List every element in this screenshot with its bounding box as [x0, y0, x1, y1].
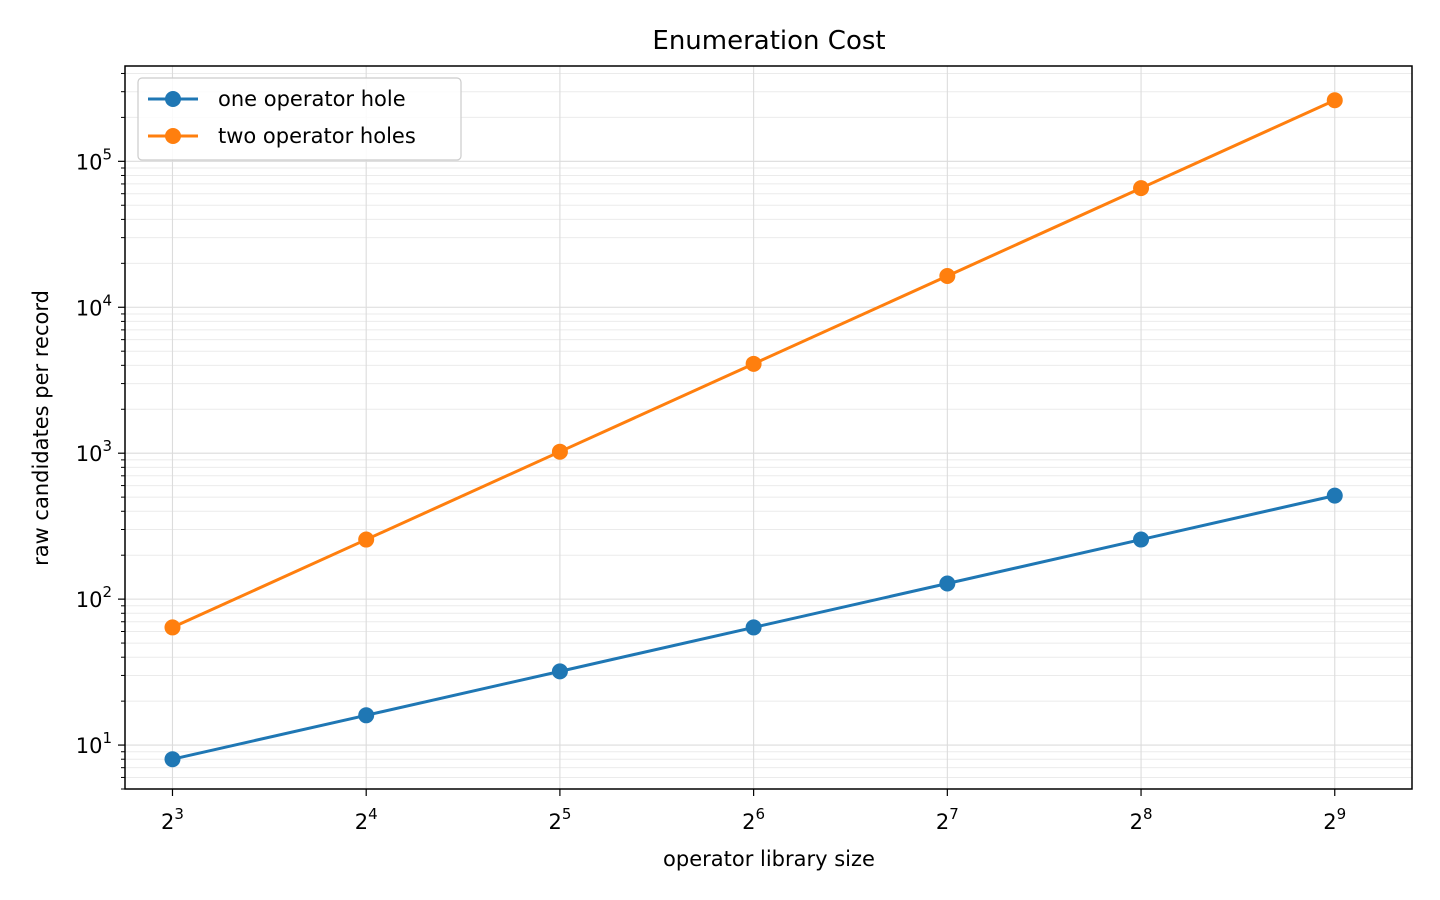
data-point-one-operator-hole: [164, 751, 181, 768]
x-tick-label: 28: [1130, 805, 1153, 834]
y-tick-label: 105: [76, 145, 112, 174]
x-axis-label: operator library size: [663, 847, 875, 871]
legend-box: [137, 77, 462, 161]
y-tick-label: 101: [76, 729, 112, 758]
data-point-one-operator-hole: [1133, 531, 1150, 548]
y-tick-label: 103: [76, 437, 112, 466]
y-tick-label: 104: [76, 291, 112, 320]
data-point-one-operator-hole: [1326, 487, 1343, 504]
legend-label-two-operator-holes: two operator holes: [218, 124, 416, 148]
y-axis: 101 102 103 104 105: [76, 72, 125, 790]
x-tick-label: 29: [1323, 805, 1346, 834]
data-point-two-operator-holes: [551, 443, 568, 460]
legend-marker-two-operator-holes: [165, 128, 181, 144]
data-point-two-operator-holes: [358, 531, 375, 548]
data-point-two-operator-holes: [939, 267, 956, 284]
data-point-one-operator-hole: [551, 663, 568, 680]
grid: [125, 66, 1412, 790]
y-tick-label: 102: [76, 583, 112, 612]
chart-title: Enumeration Cost: [652, 26, 885, 56]
data-point-one-operator-hole: [358, 707, 375, 724]
legend: one operator hole two operator holes: [137, 77, 462, 161]
legend-marker-one-operator-hole: [165, 91, 181, 107]
data-point-two-operator-holes: [1133, 180, 1150, 197]
plot-frame: [124, 65, 1413, 790]
x-tick-label: 26: [742, 805, 765, 834]
x-tick-label: 27: [936, 805, 959, 834]
data-point-two-operator-holes: [1326, 92, 1343, 109]
y-axis-label: raw candidates per record: [29, 290, 53, 566]
x-tick-label: 25: [548, 805, 571, 834]
series-layer: [164, 92, 1343, 768]
x-tick-label: 24: [355, 805, 378, 834]
x-axis: 23 24 25 26 27 28 29: [161, 789, 1346, 834]
data-point-two-operator-holes: [745, 355, 762, 372]
legend-label-one-operator-hole: one operator hole: [218, 87, 406, 111]
data-point-one-operator-hole: [745, 619, 762, 636]
x-tick-label: 23: [161, 805, 184, 834]
data-point-one-operator-hole: [939, 575, 956, 592]
data-point-two-operator-holes: [164, 619, 181, 636]
